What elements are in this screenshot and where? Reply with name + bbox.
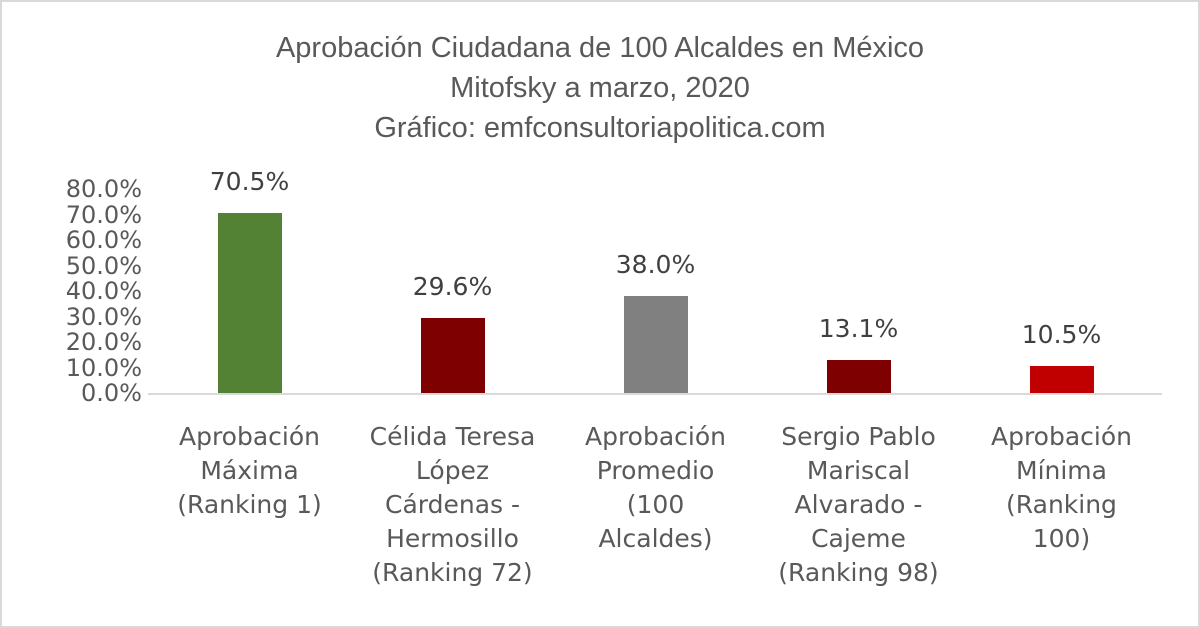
title-line-3: Gráfico: emfconsultoriapolitica.com: [374, 112, 826, 144]
category-label: Aprobación Máxima (Ranking 1): [148, 420, 351, 522]
category-label-line: Aprobación: [990, 422, 1132, 451]
category-label-line: Sergio Pablo: [781, 422, 936, 451]
data-label: 13.1%: [818, 313, 899, 343]
data-label: 10.5%: [1021, 320, 1102, 350]
category-label-line: Cárdenas -: [384, 490, 521, 519]
category-label-line: (Ranking 98): [778, 558, 939, 587]
y-tick-label: 80.0%: [65, 175, 142, 203]
category-label-line: Hermosillo: [386, 524, 519, 553]
data-label: 29.6%: [412, 271, 493, 301]
category-label-line: Promedio: [596, 456, 715, 485]
category-label-line: Mariscal: [806, 456, 911, 485]
category-label-line: Alvarado -: [794, 490, 923, 519]
bar-1: [217, 213, 282, 393]
title-line-1: Aprobación Ciudadana de 100 Alcaldes en …: [275, 32, 925, 64]
bar-2: [420, 317, 485, 393]
y-tick-label: 30.0%: [65, 302, 142, 331]
category-label-line: Alcaldes): [598, 524, 713, 553]
data-label: 70.5%: [209, 167, 290, 197]
y-tick-label: 20.0%: [65, 328, 142, 356]
bar-3: [623, 296, 688, 393]
category-label-line: Cajeme: [811, 524, 906, 553]
y-tick-label: 40.0%: [65, 277, 142, 305]
category-label: Aprobación Mínima (Ranking 100): [960, 420, 1163, 556]
chart-title: Aprobación Ciudadana de 100 Alcaldes en …: [0, 28, 1200, 148]
category-label-line: López: [415, 456, 490, 485]
category-label-line: Mínima: [1016, 456, 1107, 485]
y-tick-label: 70.0%: [65, 200, 142, 229]
category-label-line: Máxima: [200, 456, 299, 485]
x-axis-line: [148, 393, 1162, 395]
category-label-line: Aprobación: [178, 422, 320, 451]
bar-5: [1029, 366, 1094, 393]
y-tick-label: 10.0%: [65, 353, 142, 382]
category-label-line: (100: [626, 490, 685, 519]
category-label: Célida Teresa López Cárdenas - Hermosillo (R…: [351, 420, 554, 590]
y-tick-label: 0.0%: [81, 379, 142, 407]
y-tick-label: 50.0%: [65, 251, 142, 280]
category-label-line: (Ranking 1): [177, 490, 322, 519]
data-label: 38.0%: [615, 250, 696, 280]
category-label-line: Aprobación: [584, 422, 726, 451]
category-label-line: (Ranking 72): [372, 558, 533, 587]
category-label-line: (Ranking: [1006, 490, 1117, 519]
category-label-line: 100): [1032, 524, 1091, 553]
bar-4: [826, 359, 891, 393]
category-label-line: Célida Teresa: [369, 422, 536, 451]
title-line-2: Mitofsky a marzo, 2020: [450, 72, 750, 104]
category-label: Aprobación Promedio (100 Alcaldes): [554, 420, 757, 556]
category-label: Sergio Pablo Mariscal Alvarado - Cajeme (Ran…: [757, 420, 960, 590]
y-tick-label: 60.0%: [65, 226, 142, 254]
